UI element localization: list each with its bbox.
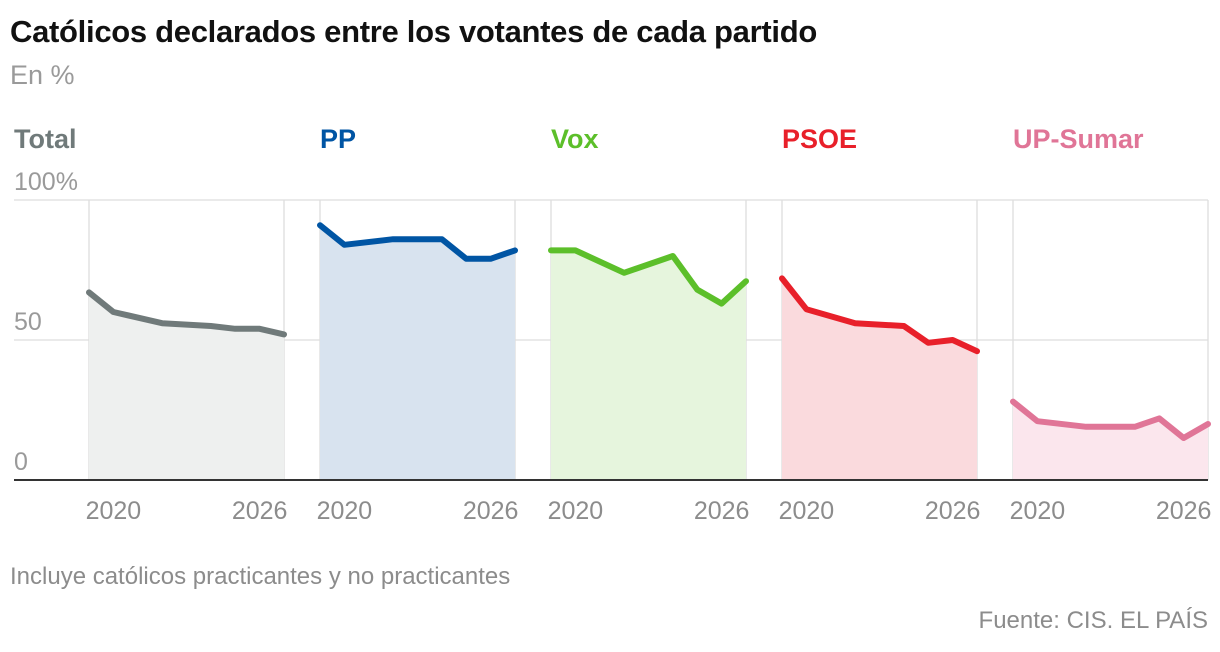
series-area xyxy=(1013,401,1208,480)
x-tick-label: 2020 xyxy=(86,497,142,525)
chart-note: Incluye católicos practicantes y no prac… xyxy=(10,563,511,590)
chart-subtitle: En % xyxy=(10,60,75,90)
series-area xyxy=(551,250,746,480)
panel-total: Total 2020 2026 xyxy=(14,124,287,525)
series-line xyxy=(317,222,518,262)
series-label: Total xyxy=(14,124,77,154)
series-label: Vox xyxy=(551,124,599,154)
series-line xyxy=(86,289,287,338)
panel-vox: Vox 2020 2026 xyxy=(548,124,750,525)
x-tick-label: 2026 xyxy=(925,497,981,525)
panel-up-sumar: UP-Sumar 2020 2026 xyxy=(1010,124,1212,525)
x-tick-label: 2020 xyxy=(1010,497,1066,525)
chart-source: Fuente: CIS. EL PAÍS xyxy=(978,607,1208,634)
series-line xyxy=(1010,398,1211,441)
x-tick-label: 2026 xyxy=(463,497,519,525)
x-tick-label: 2026 xyxy=(1156,497,1212,525)
y-tick-label: 0 xyxy=(14,448,28,476)
series-label: PSOE xyxy=(782,124,857,154)
series-label: PP xyxy=(320,124,356,154)
series-label: UP-Sumar xyxy=(1013,124,1144,154)
chart-title: Católicos declarados entre los votantes … xyxy=(10,14,817,49)
series-area xyxy=(89,292,284,480)
y-tick-label: 100% xyxy=(14,168,78,196)
x-tick-label: 2020 xyxy=(779,497,835,525)
series-area xyxy=(320,225,515,480)
series-line xyxy=(779,275,980,355)
panel-psoe: PSOE 2020 2026 xyxy=(779,124,981,525)
x-tick-label: 2020 xyxy=(548,497,604,525)
x-tick-label: 2026 xyxy=(694,497,750,525)
panel-pp: PP 2020 2026 xyxy=(317,124,519,525)
x-tick-label: 2026 xyxy=(232,497,288,525)
x-tick-label: 2020 xyxy=(317,497,373,525)
series-line xyxy=(548,247,749,307)
series-area xyxy=(782,278,977,480)
y-tick-label: 50 xyxy=(14,308,42,336)
